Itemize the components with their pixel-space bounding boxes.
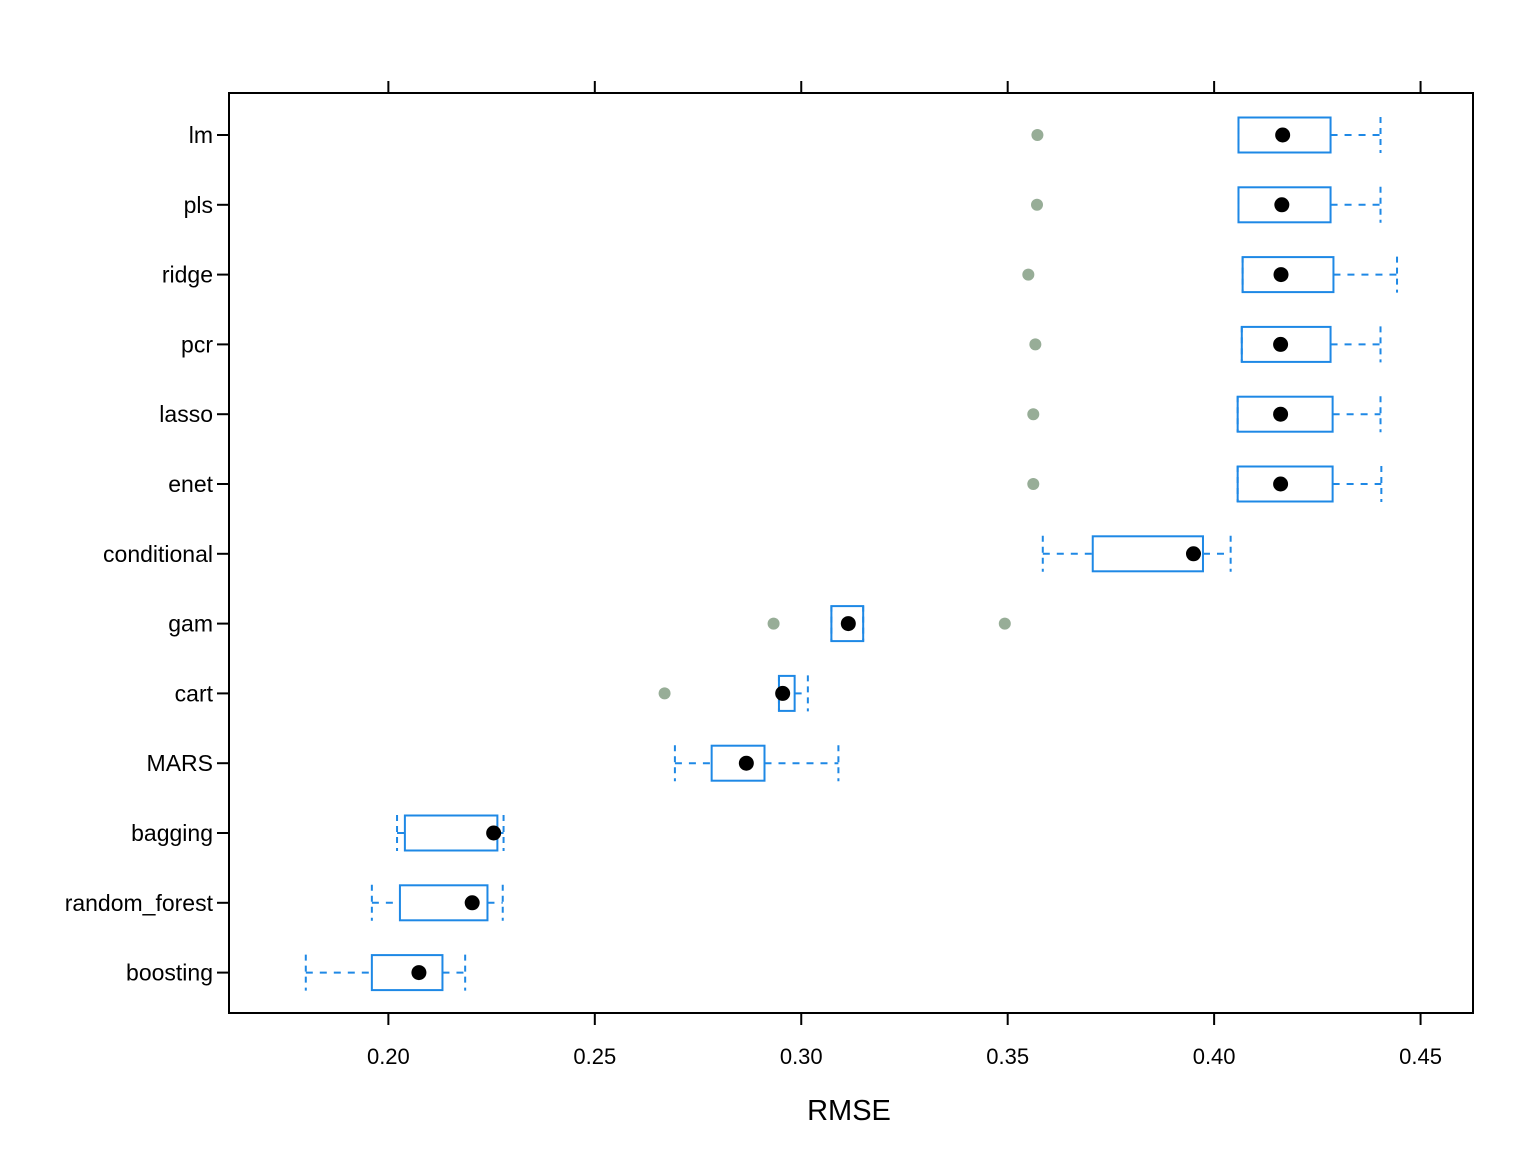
iqr-box [1236,395,1334,433]
x-tick-label: 0.25 [573,1044,616,1069]
y-tick-label: random_forest [65,890,214,916]
y-tick-label: pcr [181,331,213,357]
median-point [840,616,856,632]
iqr-box [1237,186,1332,224]
y-tick-label: bagging [131,820,213,846]
outlier-point [1022,268,1035,281]
y-tick-label: lm [189,122,213,148]
y-tick-label: gam [168,611,213,637]
plot-frame [228,92,1474,1014]
x-axis-title: RMSE [807,1095,891,1127]
y-tick-label: MARS [147,750,213,776]
median-point [1185,546,1201,562]
iqr-box [1241,256,1335,294]
iqr-box [398,884,489,922]
y-axis: lm pls ridge pcr lasso enet conditional gam cart… [65,122,229,986]
median-point [738,755,754,771]
box-row-ridge [1022,256,1399,294]
y-tick-label: lasso [159,401,213,427]
iqr-box [1237,116,1332,154]
x-tick-label: 0.45 [1399,1044,1442,1069]
median-point [1273,336,1289,352]
iqr-box [1240,325,1332,363]
outlier-point [1031,129,1044,141]
box-row-MARS [673,744,840,782]
median-point [1273,476,1289,492]
x-tick-label: 0.30 [780,1044,823,1069]
box-row-conditional [1041,535,1232,573]
box-row-lasso [1027,395,1382,433]
iqr-box [370,954,444,992]
box-row-pcr [1029,325,1382,363]
box-row-random_forest [370,884,504,922]
outlier-point [1027,478,1040,490]
median-point [1275,127,1291,143]
median-point [1273,406,1289,422]
y-tick-label: enet [168,471,213,497]
median-point [1273,267,1289,283]
outlier-point [658,687,671,700]
median-point [464,895,480,911]
outlier-point [998,617,1011,630]
box-row-gam [767,605,1011,643]
y-tick-label: conditional [103,541,213,567]
box-row-lm [1031,116,1382,154]
x-tick-label: 0.35 [986,1044,1029,1069]
y-tick-label: ridge [162,262,213,288]
median-point [411,965,427,981]
box-row-enet [1027,465,1383,503]
x-tick-label: 0.40 [1193,1044,1236,1069]
median-point [486,825,502,841]
outlier-point [1027,408,1040,421]
iqr-box [1236,465,1334,503]
iqr-box [403,814,499,852]
iqr-box [830,605,865,643]
box-row-bagging [396,814,505,852]
plot-marks [304,116,1399,992]
median-point [775,685,791,701]
x-axis: 0.20 0.25 0.30 0.35 0.40 0.45 [367,81,1442,1069]
x-tick-label: 0.20 [367,1044,410,1069]
iqr-box [1091,535,1204,573]
outlier-point [767,617,780,630]
outlier-point [1031,198,1044,211]
median-point [1274,197,1290,213]
box-row-pls [1031,186,1382,224]
y-tick-label: pls [184,192,213,218]
box-row-boosting [304,954,467,992]
y-tick-label: boosting [126,960,213,986]
y-tick-label: cart [175,680,214,706]
box-row-cart [658,674,809,712]
iqr-box [710,744,766,782]
outlier-point [1029,338,1042,351]
